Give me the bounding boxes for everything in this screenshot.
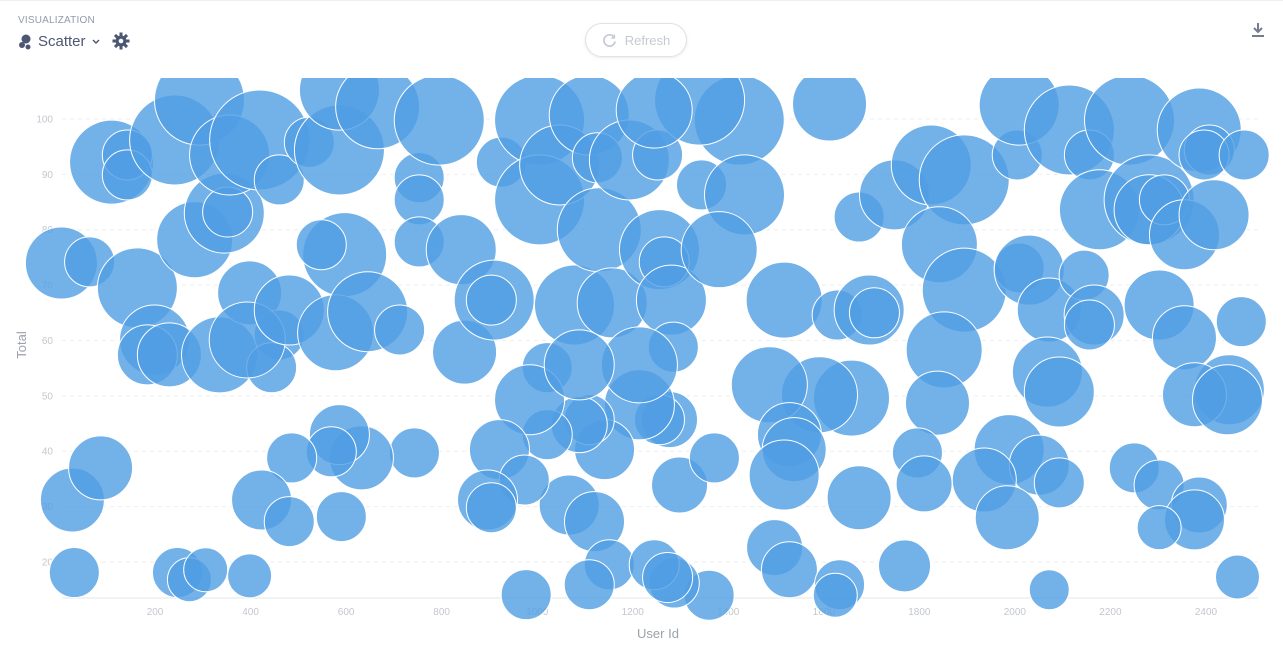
bubble-point[interactable] <box>374 304 426 356</box>
bubble-point[interactable] <box>253 154 305 206</box>
bubble-point[interactable] <box>393 75 485 166</box>
visualization-type-picker[interactable]: Scatter <box>18 33 100 50</box>
chevron-down-icon <box>92 39 100 44</box>
bubble-point[interactable] <box>388 427 440 479</box>
bubble-point[interactable] <box>465 274 517 326</box>
x-tick-label: 800 <box>433 607 450 618</box>
y-axis-title: Total <box>14 331 29 359</box>
visualization-section-label: VISUALIZATION <box>18 15 95 26</box>
bubble-point[interactable] <box>465 482 517 534</box>
bubble-point[interactable] <box>615 72 693 149</box>
y-tick-label: 20 <box>42 558 54 569</box>
bubble-point[interactable] <box>1191 364 1263 436</box>
x-tick-label: 1800 <box>908 607 931 618</box>
refresh-icon <box>602 33 616 47</box>
x-tick-label: 2400 <box>1195 607 1218 618</box>
bubble-point[interactable] <box>1028 569 1070 611</box>
x-tick-label: 2000 <box>1004 607 1027 618</box>
bubble-point[interactable] <box>315 491 367 543</box>
y-tick-label: 90 <box>42 170 54 181</box>
bubble-point[interactable] <box>792 67 868 142</box>
x-tick-label: 400 <box>242 607 259 618</box>
bubble-point[interactable] <box>263 496 315 548</box>
bubble-point[interactable] <box>266 432 318 484</box>
x-tick-label: 600 <box>338 607 355 618</box>
bubble-point[interactable] <box>904 370 970 436</box>
refresh-label: Refresh <box>624 32 671 48</box>
gear-icon <box>112 32 130 50</box>
bubble-point[interactable] <box>227 553 273 599</box>
bubble-point[interactable] <box>1215 296 1267 348</box>
bubble-point[interactable] <box>1136 505 1182 551</box>
bubble-point[interactable] <box>974 485 1040 551</box>
x-tick-label: 2200 <box>1099 607 1122 618</box>
y-tick-label: 40 <box>42 447 54 458</box>
bubble-point[interactable] <box>688 432 740 484</box>
bubble-point[interactable] <box>1023 356 1095 428</box>
bubble-point[interactable] <box>48 547 100 599</box>
x-tick-label: 1400 <box>717 607 740 618</box>
y-tick-label: 100 <box>36 114 53 125</box>
bubble-point[interactable] <box>1178 179 1250 251</box>
top-divider <box>0 0 1283 1</box>
bubble-point[interactable] <box>68 435 134 501</box>
bubble-point[interactable] <box>500 569 552 621</box>
bubble-point[interactable] <box>494 364 566 436</box>
bubble-point[interactable] <box>745 261 823 339</box>
download-button[interactable] <box>1251 22 1265 43</box>
bubble-point[interactable] <box>1063 299 1115 351</box>
visualization-settings-button[interactable] <box>112 32 130 55</box>
bubble-point[interactable] <box>848 287 900 339</box>
visualization-type-label: Scatter <box>38 33 86 50</box>
bubble-icon <box>19 34 31 49</box>
download-icon <box>1252 23 1264 37</box>
refresh-button[interactable]: Refresh <box>585 23 687 57</box>
bubbles <box>24 67 1270 621</box>
x-axis-title: User Id <box>637 626 679 641</box>
y-tick-label: 60 <box>42 336 54 347</box>
bubble-point[interactable] <box>183 547 229 593</box>
bubble-point[interactable] <box>760 541 818 599</box>
bubble-point[interactable] <box>748 439 820 511</box>
bubble-point[interactable] <box>1033 457 1085 509</box>
bubble-point[interactable] <box>680 211 758 289</box>
x-tick-label: 200 <box>147 607 164 618</box>
bubble-point[interactable] <box>543 329 615 401</box>
bubble-point[interactable] <box>878 539 932 593</box>
bubble-point[interactable] <box>812 572 858 618</box>
bubble-point[interactable] <box>826 465 892 531</box>
y-tick-label: 50 <box>42 391 54 402</box>
bubble-point[interactable] <box>1214 554 1260 600</box>
bubble-point[interactable] <box>563 559 615 611</box>
bubble-point[interactable] <box>295 219 347 271</box>
bubble-point[interactable] <box>895 455 953 513</box>
bubble-point[interactable] <box>1151 305 1217 371</box>
x-tick-label: 1200 <box>622 607 645 618</box>
bubble-point[interactable] <box>1218 129 1270 181</box>
bubble-point[interactable] <box>642 552 694 604</box>
